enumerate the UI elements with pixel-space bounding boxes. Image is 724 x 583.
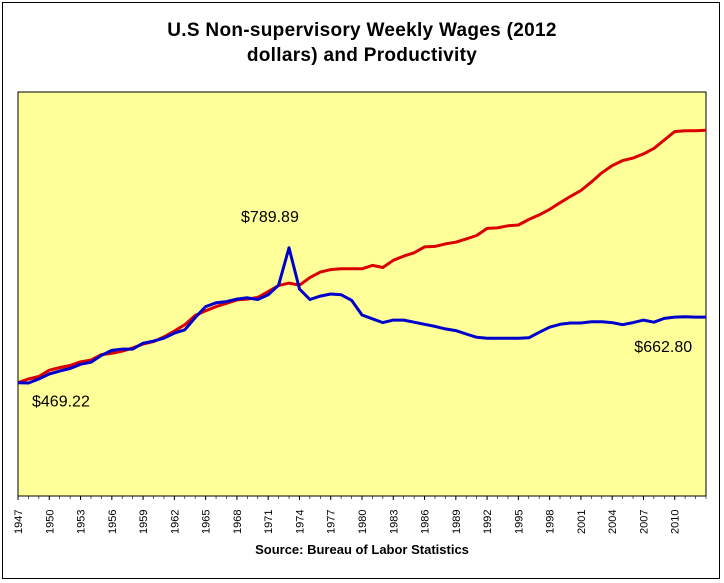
x-tick-label: 1953: [76, 510, 88, 534]
x-tick-label: 1956: [107, 510, 119, 534]
series-line-wages: [17, 246, 706, 385]
x-tick-label: 1947: [13, 510, 25, 534]
x-tick-label: 1965: [201, 510, 213, 534]
value-annotation: $662.80: [634, 339, 692, 356]
x-tick-label: 1983: [388, 510, 400, 534]
annotations: $789.89 $469.22 $662.80: [32, 209, 692, 411]
x-tick-label: 1992: [482, 510, 494, 534]
x-tick-label: 1995: [513, 510, 525, 534]
x-tick-label: 1998: [545, 510, 557, 534]
x-tick-label: 1962: [169, 510, 181, 534]
series-layer: [17, 128, 707, 385]
value-annotation: $789.89: [241, 209, 299, 226]
source-note: Source: Bureau of Labor Statistics: [255, 542, 469, 557]
x-tick-label: 1968: [232, 510, 244, 534]
x-tick-label: 1980: [357, 510, 369, 534]
chart-title-line-2: dollars) and Productivity: [246, 45, 478, 66]
x-tick-label: 1950: [44, 510, 56, 534]
x-tick-label: 1959: [138, 510, 150, 534]
x-tick-label: 2010: [670, 510, 682, 534]
x-tick-label: 1977: [326, 510, 338, 534]
x-tick-label: 2001: [576, 510, 588, 534]
x-tick-label: 1989: [451, 510, 463, 534]
x-tick-label: 2004: [607, 510, 619, 534]
x-tick-label: 1986: [420, 510, 432, 534]
chart-title: U.S Non-supervisory Weekly Wages (2012 d…: [0, 18, 724, 68]
x-tick-label: 1974: [294, 510, 306, 534]
x-tick-label: 2007: [638, 510, 650, 534]
x-tick-label: 1971: [263, 510, 275, 534]
x-axis: 1947 1950 1953 1956 1959 1962 1965 1968 1971 1974…: [13, 496, 707, 534]
plot-area: [17, 91, 707, 497]
value-annotation: $469.22: [32, 394, 90, 411]
chart-title-line-1: U.S Non-supervisory Weekly Wages (2012: [167, 20, 557, 41]
